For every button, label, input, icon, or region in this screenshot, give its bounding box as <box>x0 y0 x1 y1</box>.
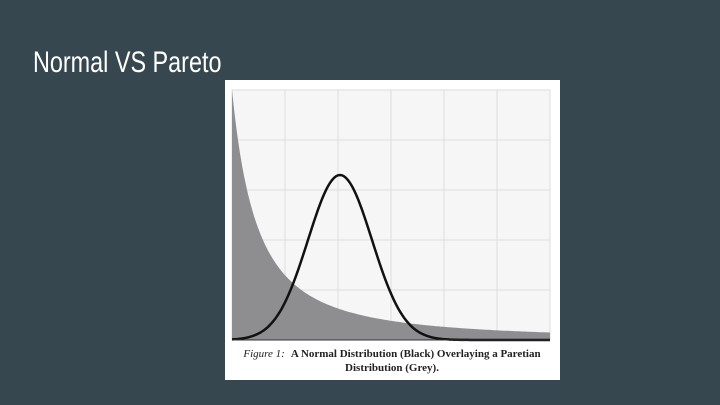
slide-title: Normal VS Pareto <box>33 45 221 78</box>
caption-line: Figure 1: A Normal Distribution (Black) O… <box>242 348 540 360</box>
caption-text: A Normal Distribution (Black) Overlaying… <box>291 348 541 360</box>
caption-text: Distribution (Grey). <box>345 362 439 374</box>
pareto-area <box>232 90 550 340</box>
caption-label: Figure 1: <box>242 348 284 360</box>
plot <box>231 89 551 342</box>
